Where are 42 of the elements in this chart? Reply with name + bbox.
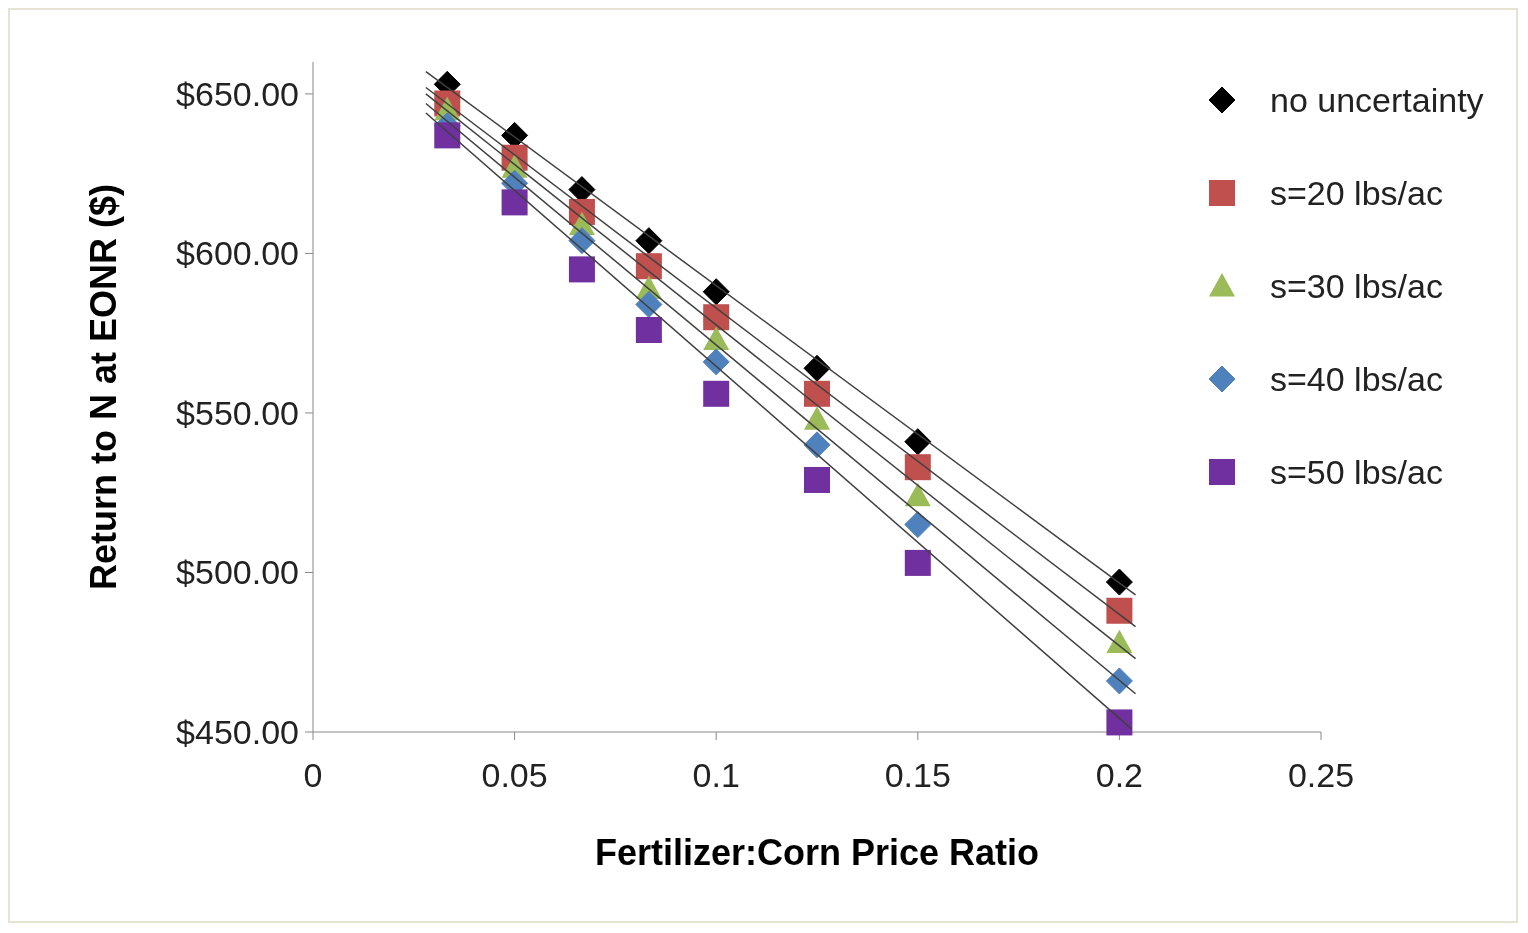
y-axis-title: Return to N at EONR ($)	[83, 183, 124, 591]
point	[635, 227, 663, 255]
x-tick-label: 0.15	[884, 756, 951, 794]
y-tick-label: $650.00	[176, 74, 299, 113]
x-tick-label: 0.2	[1095, 756, 1144, 794]
point	[1106, 629, 1133, 654]
point	[904, 454, 931, 481]
point	[501, 189, 528, 216]
point	[904, 511, 932, 539]
x-tick-label: 0.05	[481, 756, 548, 794]
point	[703, 380, 730, 407]
point	[1106, 597, 1133, 624]
y-tick-label: $550.00	[176, 393, 299, 432]
point	[1105, 667, 1133, 695]
point	[635, 290, 663, 318]
point	[703, 326, 730, 350]
y-tick-label: $600.00	[176, 234, 299, 273]
y-tick-label: $500.00	[176, 553, 299, 592]
point	[804, 380, 830, 407]
point	[702, 348, 730, 376]
legend-label: s=20 lbs/ac	[1270, 173, 1443, 212]
legend-label: s=40 lbs/ac	[1270, 359, 1443, 398]
point	[904, 549, 931, 576]
y-tick-label: $450.00	[176, 712, 299, 751]
point	[803, 354, 831, 382]
point	[702, 278, 730, 306]
x-tick-label: 0.1	[692, 756, 740, 794]
point	[904, 428, 932, 456]
point	[568, 256, 595, 283]
legend-label: s=30 lbs/ac	[1270, 266, 1443, 305]
x-axis-title: Fertilizer:Corn Price Ratio	[594, 832, 1040, 873]
point	[804, 466, 830, 493]
x-tick-label: 0.25	[1287, 756, 1355, 794]
point	[1105, 568, 1133, 596]
point	[1106, 709, 1133, 736]
legend-label: s=50 lbs/ac	[1270, 452, 1443, 491]
point	[904, 482, 931, 507]
x-tick-label: 0	[303, 756, 323, 794]
point	[803, 431, 831, 459]
point	[804, 406, 830, 430]
point	[635, 317, 662, 343]
legend-label: no uncertainty	[1270, 80, 1484, 119]
